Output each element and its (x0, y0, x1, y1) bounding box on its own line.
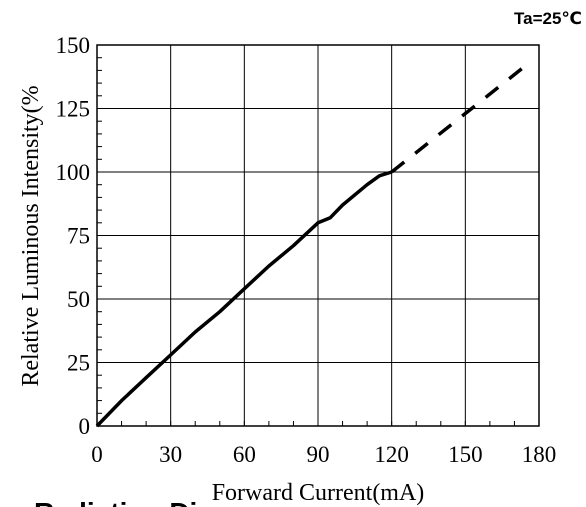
y-tick-labels: 0 25 50 75 100 125 150 (56, 33, 91, 439)
y-tick-label: 75 (67, 224, 90, 249)
y-tick-label: 25 (67, 351, 90, 376)
footer-heading-clipped: Radiation Di (34, 497, 197, 507)
temperature-note: Ta=25℃ (514, 9, 582, 28)
series-line-dashed (390, 61, 531, 174)
y-tick-label: 150 (56, 33, 91, 58)
y-tick-label: 125 (56, 97, 91, 122)
x-tick-label: 180 (522, 442, 557, 467)
x-tick-label: 90 (307, 442, 330, 467)
series-layer (95, 61, 531, 428)
plot-frame (96, 44, 540, 427)
x-tick-label: 120 (374, 442, 409, 467)
series-line-solid (95, 170, 393, 428)
y-tick-label: 50 (67, 287, 90, 312)
x-tick-label: 150 (448, 442, 483, 467)
y-axis-title: Relative Luminous Intensity(% (18, 85, 44, 386)
x-axis-title: Forward Current(mA) (212, 480, 425, 506)
y-tick-label: 0 (79, 414, 91, 439)
y-tick-label: 100 (56, 160, 91, 185)
x-tick-label: 0 (91, 442, 103, 467)
x-tick-labels: 0 30 60 90 120 150 180 (91, 442, 556, 467)
x-tick-label: 30 (159, 442, 182, 467)
x-tick-label: 60 (233, 442, 256, 467)
grid-lines (96, 44, 540, 427)
